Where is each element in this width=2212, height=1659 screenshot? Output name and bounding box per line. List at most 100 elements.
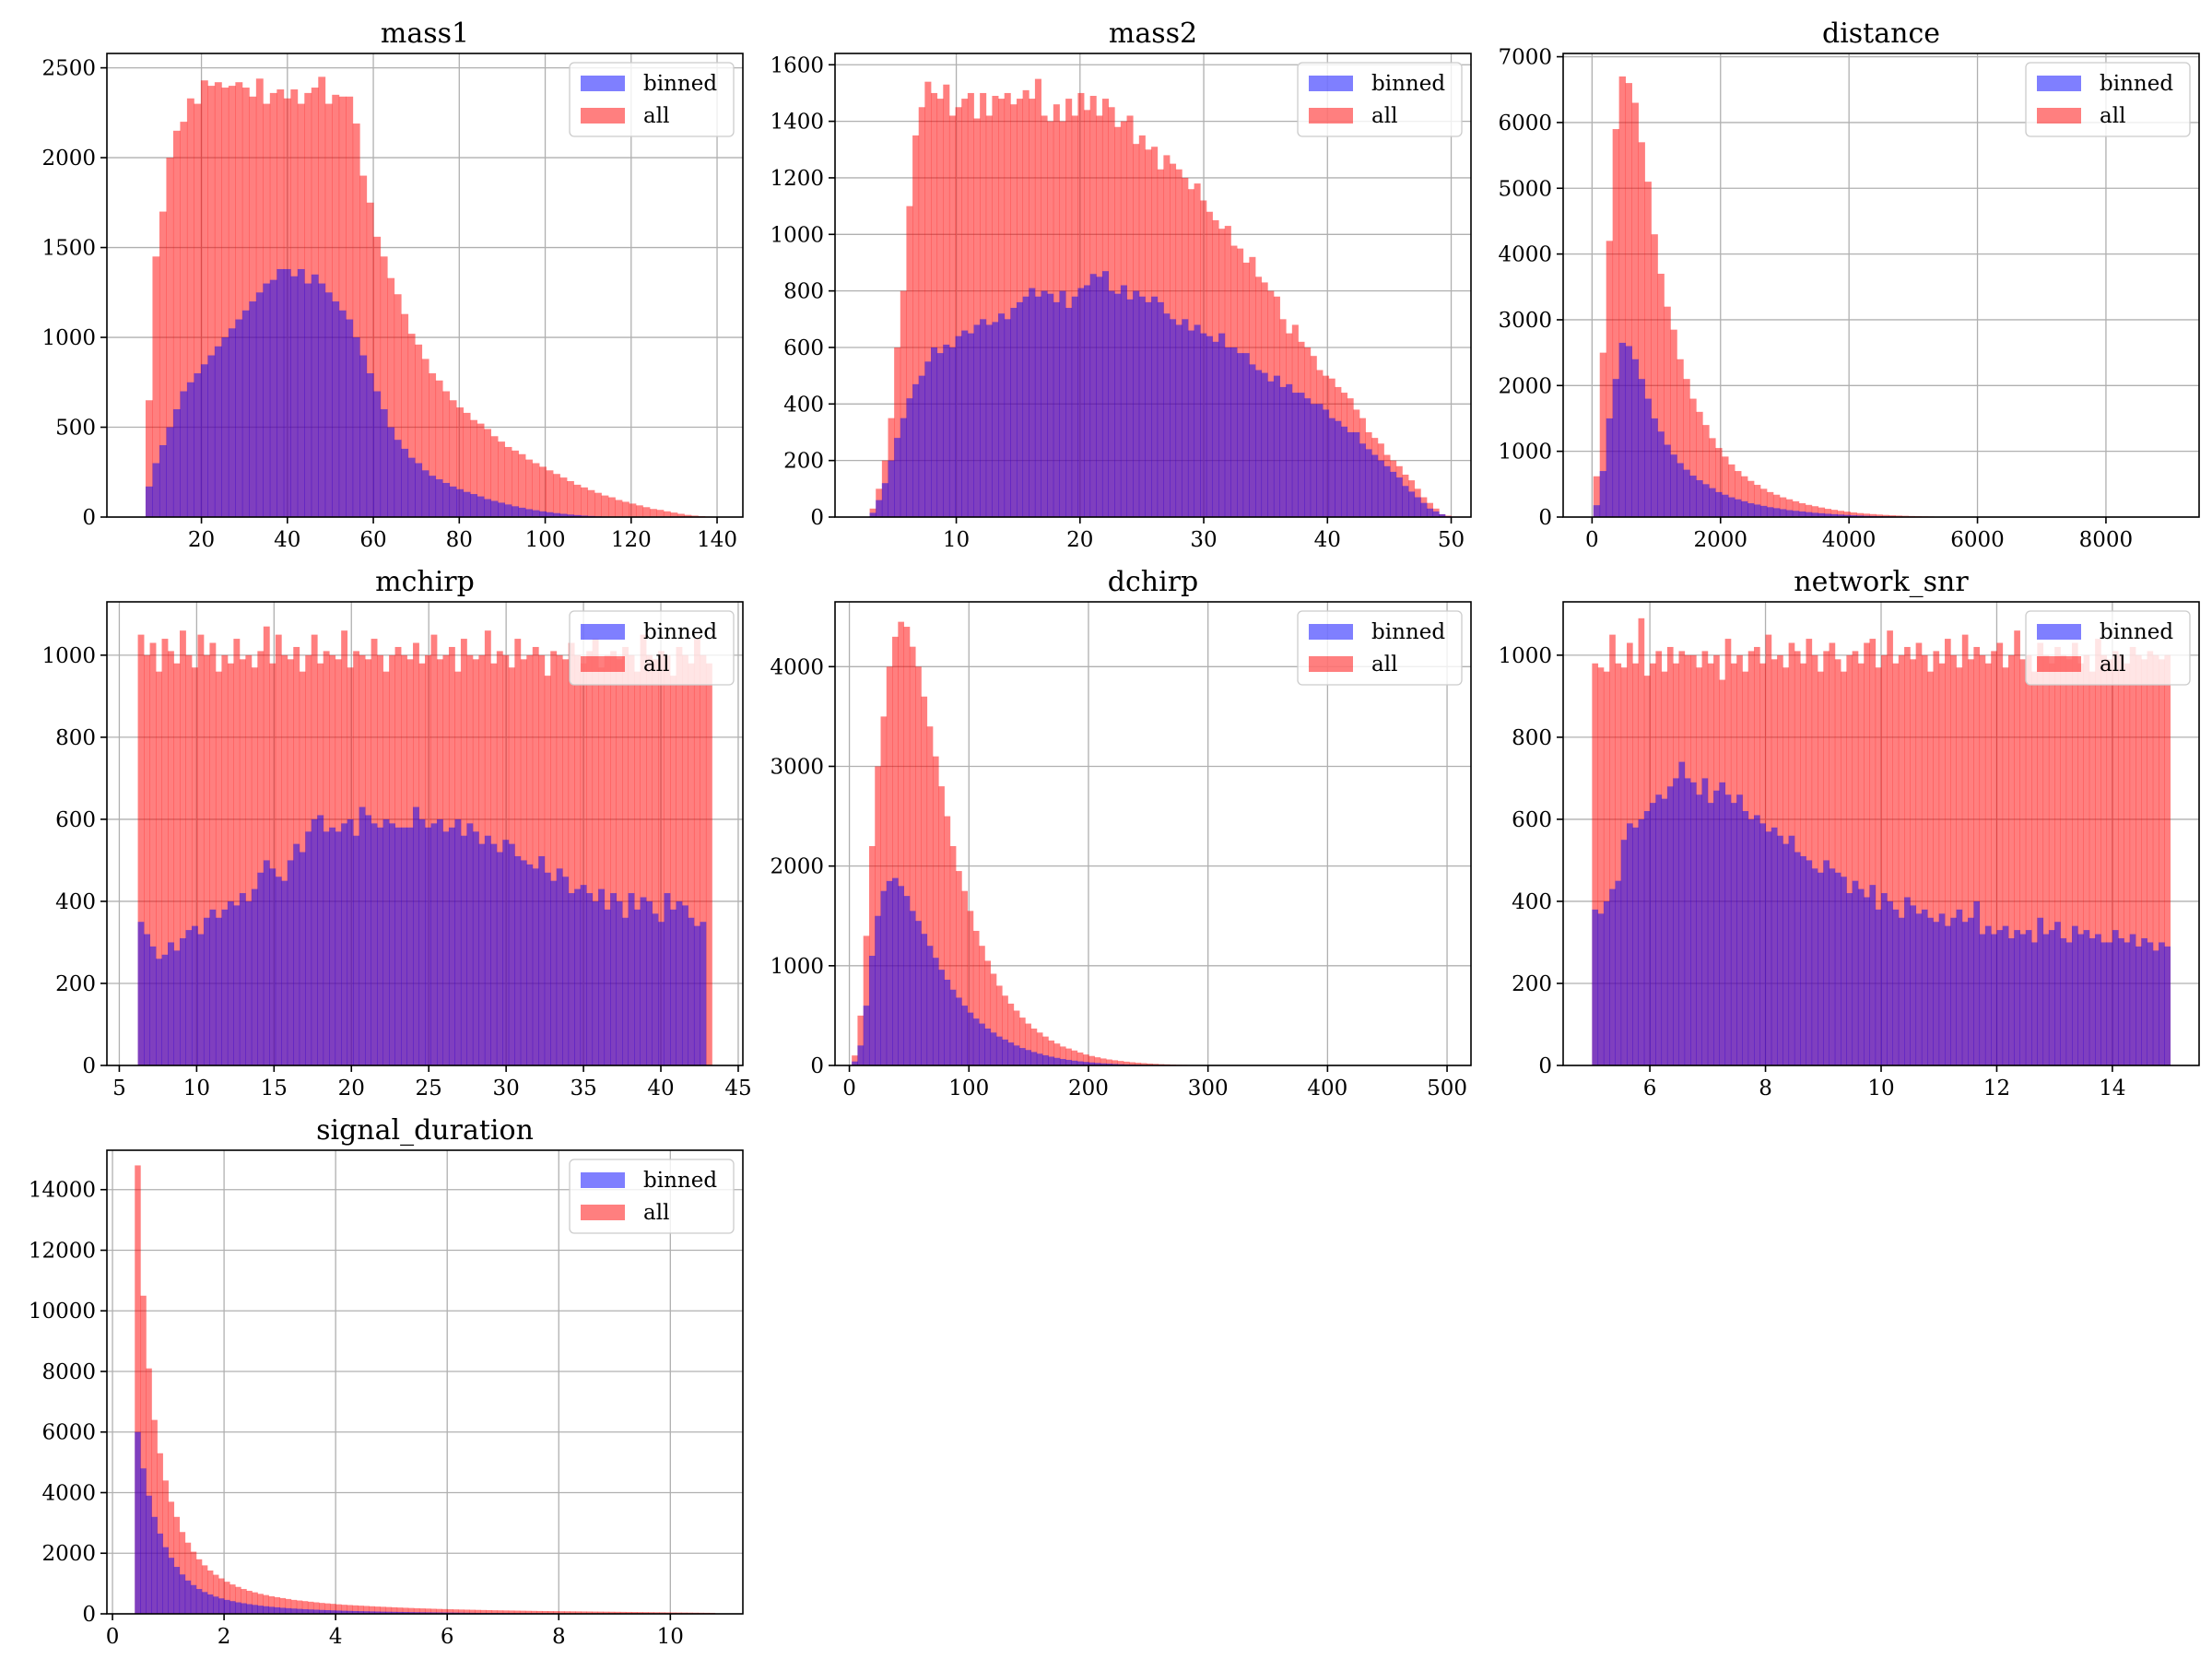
- binned-bar: [1439, 513, 1446, 517]
- all-bar: [1593, 476, 1601, 517]
- binned-bar: [1120, 285, 1127, 517]
- all-bar: [179, 1532, 186, 1614]
- binned-bar: [190, 1584, 197, 1614]
- binned-bar: [573, 514, 582, 517]
- binned-bar: [1643, 811, 1651, 1065]
- x-tick-label: 0: [1585, 528, 1599, 552]
- binned-bar: [628, 893, 635, 1065]
- x-tick-label: 0: [842, 1077, 856, 1100]
- all-bar: [307, 1601, 314, 1614]
- all-bar: [263, 1594, 269, 1614]
- binned-bar: [1359, 443, 1366, 517]
- binned-bar: [332, 301, 340, 517]
- all-bar: [209, 642, 217, 1065]
- all-bar: [1106, 1059, 1112, 1065]
- all-bar: [625, 1611, 632, 1614]
- binned-bar: [1938, 913, 1946, 1065]
- all-bar: [900, 290, 907, 517]
- all-bar: [559, 477, 568, 517]
- binned-bar: [421, 470, 429, 517]
- binned-bar: [1267, 381, 1275, 517]
- binned-bar: [305, 831, 312, 1065]
- all-bar: [453, 1609, 459, 1614]
- binned-bar: [1310, 404, 1317, 517]
- all-bar: [1735, 471, 1742, 517]
- all-bar: [245, 654, 253, 1065]
- all-bar: [1805, 504, 1813, 517]
- all-bar: [1973, 646, 1981, 1065]
- x-tick-label: 8: [1759, 1077, 1772, 1100]
- binned-bar: [1794, 852, 1801, 1065]
- all-bar: [1664, 306, 1671, 517]
- binned-bar: [1644, 398, 1652, 517]
- all-bar: [956, 871, 962, 1065]
- binned-bar: [1754, 504, 1761, 517]
- binned-bar: [2031, 942, 2038, 1065]
- all-bar: [296, 1600, 303, 1614]
- binned-bar: [1599, 471, 1607, 517]
- all-bar: [1100, 1058, 1107, 1065]
- binned-bar: [241, 310, 250, 517]
- binned-bar: [1002, 1039, 1008, 1065]
- binned-bar: [1182, 319, 1189, 517]
- binned-bar: [2095, 934, 2101, 1065]
- all-bar: [592, 639, 599, 1065]
- binned-bar: [906, 398, 913, 517]
- all-bar: [1013, 1010, 1020, 1065]
- all-bar: [1979, 654, 1986, 1065]
- binned-bar: [1426, 508, 1433, 517]
- y-tick-label: 0: [810, 506, 824, 530]
- all-bar: [402, 1607, 409, 1614]
- binned-bar: [281, 880, 288, 1065]
- all-bar: [218, 1578, 225, 1614]
- all-bar: [352, 1605, 359, 1614]
- binned-bar: [980, 319, 987, 517]
- binned-bar: [191, 925, 198, 1065]
- binned-bar: [938, 970, 945, 1065]
- binned-bar: [290, 276, 299, 517]
- all-bar: [1864, 642, 1870, 1065]
- all-bar: [2065, 659, 2073, 1065]
- binned-bar: [1019, 1048, 1026, 1065]
- legend-swatch-all: [1309, 656, 1353, 672]
- all-bar: [1921, 654, 1928, 1065]
- all-bar: [227, 663, 234, 1065]
- binned-bar: [391, 1611, 398, 1614]
- all-bar: [1042, 1036, 1049, 1065]
- binned-bar: [921, 934, 928, 1065]
- binned-bar: [1059, 1058, 1066, 1065]
- all-bar: [464, 1609, 470, 1614]
- all-bar: [442, 391, 451, 517]
- binned-bar: [1651, 418, 1658, 517]
- all-bar: [915, 666, 922, 1065]
- y-tick-label: 2500: [41, 57, 96, 81]
- binned-bar: [1811, 512, 1819, 517]
- binned-bar: [470, 494, 478, 517]
- binned-bar: [2002, 925, 2009, 1065]
- legend-label-all: all: [1371, 104, 1397, 128]
- all-bar: [587, 489, 595, 517]
- all-bar: [512, 450, 519, 517]
- all-bar: [2077, 663, 2084, 1065]
- binned-bar: [1249, 364, 1256, 517]
- binned-bar: [1383, 465, 1391, 517]
- binned-bar: [880, 890, 888, 1065]
- all-bar: [553, 474, 560, 517]
- all-bar: [546, 470, 554, 517]
- all-bar: [2164, 654, 2171, 1065]
- binned-bar: [676, 900, 683, 1065]
- binned-bar: [1666, 786, 1674, 1065]
- binned-bar: [1657, 431, 1665, 517]
- binned-bar: [1829, 868, 1836, 1065]
- all-bar: [145, 400, 153, 517]
- binned-bar: [241, 1603, 247, 1614]
- all-bar: [562, 659, 570, 1065]
- binned-bar: [245, 900, 253, 1065]
- bars: [1592, 618, 2171, 1065]
- binned-bar: [512, 506, 519, 517]
- all-bar: [191, 667, 198, 1065]
- binned-bar: [634, 909, 641, 1065]
- all-bar: [1996, 642, 2004, 1065]
- x-tick-label: 6: [441, 1625, 454, 1649]
- all-bar: [1904, 646, 1911, 1065]
